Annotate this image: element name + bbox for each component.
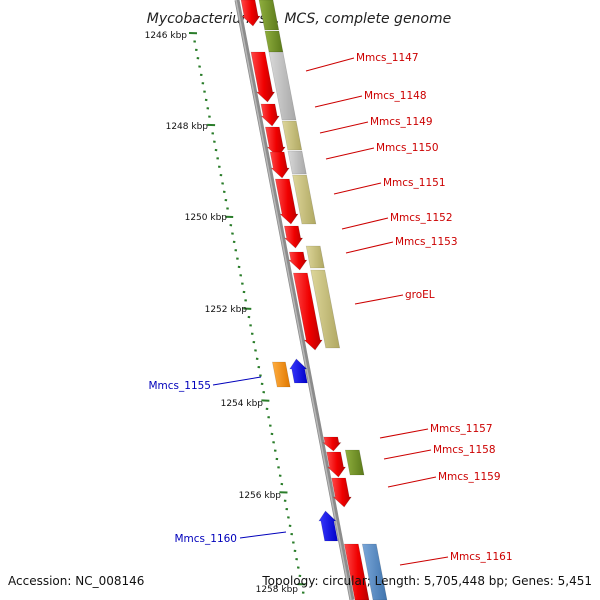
cog-block-khaki[interactable] xyxy=(310,269,341,349)
scale-tick-label: 1254 kbp xyxy=(221,399,264,409)
gene-label-leader-line xyxy=(319,121,369,134)
gene-label-leader-line xyxy=(354,294,404,305)
gene-block-orange[interactable] xyxy=(272,361,291,388)
gene-label-leader-line xyxy=(383,449,432,460)
cog-block-khaki[interactable] xyxy=(292,174,317,225)
scale-tick-label: 1256 kbp xyxy=(239,491,282,501)
scale-tick-label: 1248 kbp xyxy=(166,122,209,132)
gene-label-leader-line xyxy=(239,531,287,539)
gene-label-leader-line xyxy=(305,57,355,72)
cog-block-khaki[interactable] xyxy=(281,120,303,151)
cds-arrow[interactable] xyxy=(343,543,370,600)
cog-block-olive[interactable] xyxy=(344,449,365,476)
gene-label-leader-line xyxy=(325,147,375,160)
gene-label-leader-line xyxy=(341,217,389,230)
cds-arrow[interactable] xyxy=(326,451,347,478)
gene-label-leader-line xyxy=(314,95,363,108)
gene-label[interactable]: Mmcs_1151 xyxy=(383,177,446,189)
gene-label[interactable]: Mmcs_1147 xyxy=(356,52,419,64)
cds-arrow[interactable] xyxy=(240,0,261,27)
gene-label-leader-line xyxy=(379,428,429,439)
gene-label[interactable]: Mmcs_1159 xyxy=(438,471,501,483)
gene-label[interactable]: Mmcs_1153 xyxy=(395,236,458,248)
cds-arrow[interactable] xyxy=(283,225,304,249)
accession-text: Accession: NC_008146 xyxy=(8,574,145,588)
cog-block-olive[interactable] xyxy=(258,0,280,31)
genome-backbone xyxy=(234,0,355,600)
gene-label[interactable]: Mmcs_1155 xyxy=(148,380,211,392)
gene-label-leader-line xyxy=(387,476,437,488)
cds-arrow[interactable] xyxy=(260,103,280,127)
cog-block-grey[interactable] xyxy=(287,150,307,175)
scale-tick-label: 1246 kbp xyxy=(145,31,188,41)
gene-label[interactable]: Mmcs_1150 xyxy=(376,142,439,154)
cog-block-steelblue[interactable] xyxy=(361,543,388,600)
cds-arrow[interactable] xyxy=(250,51,276,103)
gene-label[interactable]: Mmcs_1152 xyxy=(390,212,453,224)
scale-tick-label: 1258 kbp xyxy=(256,585,299,595)
cds-arrow[interactable] xyxy=(321,436,342,452)
gene-label-leader-line xyxy=(212,376,262,386)
gene-arrow-blue[interactable] xyxy=(318,510,339,542)
scale-tick-label: 1252 kbp xyxy=(205,305,248,315)
gene-label[interactable]: Mmcs_1158 xyxy=(433,444,496,456)
cds-arrow[interactable] xyxy=(292,272,323,351)
genome-backbone-highlight xyxy=(235,0,352,600)
gene-label[interactable]: Mmcs_1160 xyxy=(174,533,237,545)
gene-label[interactable]: Mmcs_1148 xyxy=(364,90,427,102)
gene-label[interactable]: Mmcs_1161 xyxy=(450,551,513,563)
scale-tick-label: 1250 kbp xyxy=(185,213,228,223)
cds-arrow[interactable] xyxy=(269,151,290,179)
cog-block-khaki[interactable] xyxy=(305,245,325,269)
cds-arrow[interactable] xyxy=(274,178,299,225)
gene-label[interactable]: Mmcs_1157 xyxy=(430,423,493,435)
gene-label-leader-line xyxy=(399,556,449,566)
gene-label-leader-line xyxy=(333,182,382,195)
gene-arrow-blue[interactable] xyxy=(289,358,308,384)
gene-label[interactable]: Mmcs_1149 xyxy=(370,116,433,128)
genome-summary-text: Topology: circular; Length: 5,705,448 bp… xyxy=(262,574,592,588)
cds-arrow[interactable] xyxy=(288,251,308,271)
cog-block-grey[interactable] xyxy=(268,51,297,121)
gene-label-leader-line xyxy=(345,241,394,254)
gene-label[interactable]: groEL xyxy=(405,289,435,301)
cds-arrow[interactable] xyxy=(331,477,352,508)
map-title: Mycobacterium sp. MCS, complete genome xyxy=(147,11,452,27)
cog-block-olive[interactable] xyxy=(264,30,284,53)
